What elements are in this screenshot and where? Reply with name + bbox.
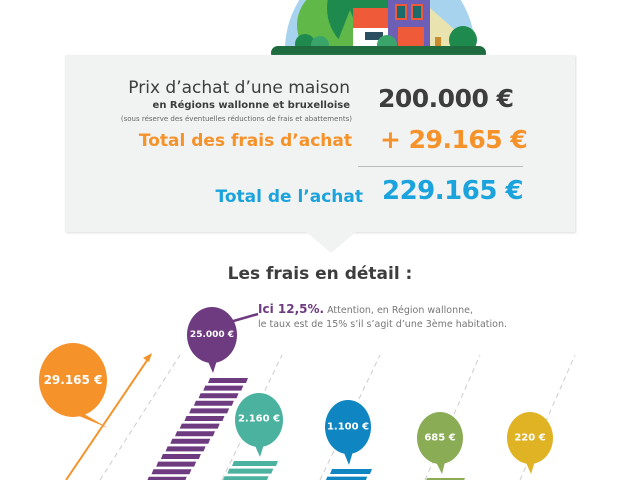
bar-1-stripe-2: [223, 476, 269, 480]
bubble-label-4: 685 €: [424, 432, 456, 444]
bar-0-stripe-12: [151, 469, 192, 475]
bar-1-stripe-0: [232, 461, 278, 466]
bar-0-stripe-11: [156, 461, 197, 467]
bar-0-stripe-1: [203, 385, 244, 391]
disclaimer: (sous réserve des éventuelles réductions…: [120, 115, 352, 123]
rate-note-line2: le taux est de 15% s’il s’agit d’une 3èm…: [258, 319, 507, 330]
bubble-label-2: 2.160 €: [237, 413, 281, 425]
bubble-4: [417, 412, 463, 464]
bubble-label-1: 25.000 €: [189, 330, 235, 340]
total-value: 229.165 €: [382, 176, 524, 206]
divider: [358, 166, 523, 167]
bar-0-stripe-7: [175, 431, 216, 437]
price-value: 200.000 €: [378, 84, 514, 113]
bar-0-stripe-0: [208, 378, 248, 383]
bar-0-stripe-6: [179, 423, 220, 429]
bar-0-stripe-4: [189, 408, 230, 414]
region-label: en Régions wallonne et bruxelloise: [152, 100, 350, 111]
fees-value: + 29.165 €: [380, 125, 528, 154]
bar-0-stripe-13: [147, 476, 187, 480]
arrow-head-up-icon: [143, 353, 152, 362]
bar-0-stripe-9: [165, 446, 206, 452]
bubble-label-5: 220 €: [514, 432, 546, 444]
total-arrow-line: [65, 355, 151, 480]
total-label: Total de l’achat: [215, 187, 363, 207]
bar-0-stripe-2: [198, 393, 239, 399]
summary-panel: [65, 55, 575, 232]
bubble-1: [187, 307, 237, 363]
total-bubble: [39, 343, 107, 417]
guide-line-0: [99, 354, 181, 480]
price-label: Prix d’achat d’une maison: [128, 78, 350, 98]
bar-0-stripe-8: [170, 438, 211, 444]
detail-title: Les frais en détail :: [227, 264, 413, 284]
rate-note-bold: Ici 12,5%.: [258, 302, 325, 316]
fees-label: Total des frais d’achat: [138, 131, 352, 151]
bubble-5: [507, 412, 553, 464]
bar-2-stripe-1: [325, 476, 368, 480]
bar-0-stripe-3: [193, 400, 234, 406]
note-connector: [229, 312, 259, 324]
bubble-2: [235, 393, 283, 447]
bubble-3: [325, 400, 371, 454]
rate-note: Ici 12,5%. Attention, en Région wallonne…: [258, 302, 473, 316]
bar-1-stripe-1: [227, 468, 274, 474]
panel-pointer: [305, 231, 357, 253]
bubble-label-3: 1.100 €: [326, 421, 370, 433]
bar-0-stripe-5: [184, 416, 225, 421]
total-bubble-label: 29.165 €: [43, 373, 103, 387]
bar-0-stripe-10: [160, 454, 201, 459]
rate-note-text: Attention, en Région wallonne,: [324, 305, 473, 316]
bar-2-stripe-0: [330, 469, 372, 474]
